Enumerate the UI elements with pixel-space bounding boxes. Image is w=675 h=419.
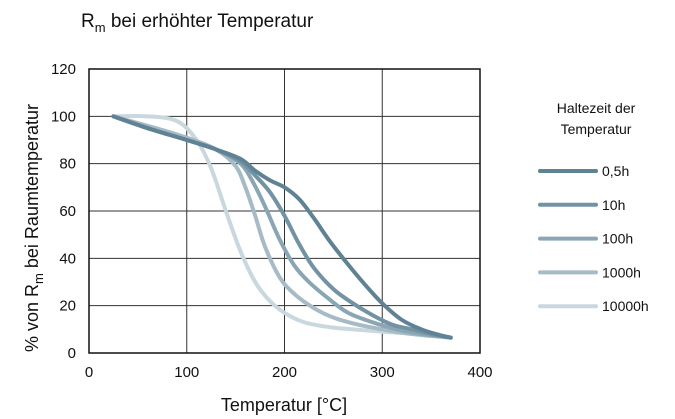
- series-line-2: [111, 114, 453, 340]
- series-line-3: [111, 114, 453, 340]
- chart-title-rest: bei erhöhter Temperatur: [106, 11, 314, 32]
- x-tick-label: 300: [370, 364, 395, 381]
- y-tick-label: 0: [68, 345, 76, 362]
- x-tick-label: 200: [272, 364, 297, 381]
- y-axis-title: % von Rm bei Raumtemperatur: [22, 104, 46, 352]
- legend-title-line2: Temperatur: [561, 121, 632, 137]
- grid: [89, 69, 480, 353]
- legend: Haltezeit der Temperatur 0,5h 10h 100h 1000…: [538, 100, 649, 314]
- y-tick-label: 80: [59, 156, 76, 173]
- x-tick-label: 400: [467, 364, 492, 381]
- legend-label-3: 100h: [602, 231, 633, 247]
- x-tick-label: 0: [85, 364, 93, 381]
- series-line-1: [111, 114, 453, 340]
- chart-title-subscript: m: [95, 20, 106, 35]
- legend-label-1: 0,5h: [602, 163, 629, 179]
- y-tick-label: 100: [51, 108, 76, 125]
- legend-label-2: 10h: [602, 197, 625, 213]
- plot-frame: [88, 68, 481, 354]
- chart-title-main: R: [81, 11, 95, 32]
- tick-labels: 0 20 40 60 80 100 120 0 100 200 300 400: [51, 61, 493, 381]
- y-tick-label: 40: [59, 250, 76, 267]
- series-group: [111, 113, 453, 340]
- series-line-5: [111, 113, 453, 340]
- legend-label-5: 10000h: [602, 298, 649, 314]
- y-tick-label: 60: [59, 203, 76, 220]
- y-axis-title-part1: % von R: [22, 284, 42, 352]
- legend-label-4: 1000h: [602, 264, 641, 280]
- series-line-4: [111, 114, 453, 340]
- chart-title: Rm bei erhöhter Temperatur: [81, 11, 314, 35]
- y-tick-label: 20: [59, 298, 76, 315]
- y-axis-title-subscript: m: [31, 273, 46, 284]
- x-tick-label: 100: [174, 364, 199, 381]
- x-axis-title: Temperatur [°C]: [221, 395, 347, 415]
- legend-title-line1: Haltezeit der: [557, 100, 636, 116]
- y-tick-label: 120: [51, 61, 76, 78]
- y-axis-title-part2: bei Raumtemperatur: [22, 104, 42, 273]
